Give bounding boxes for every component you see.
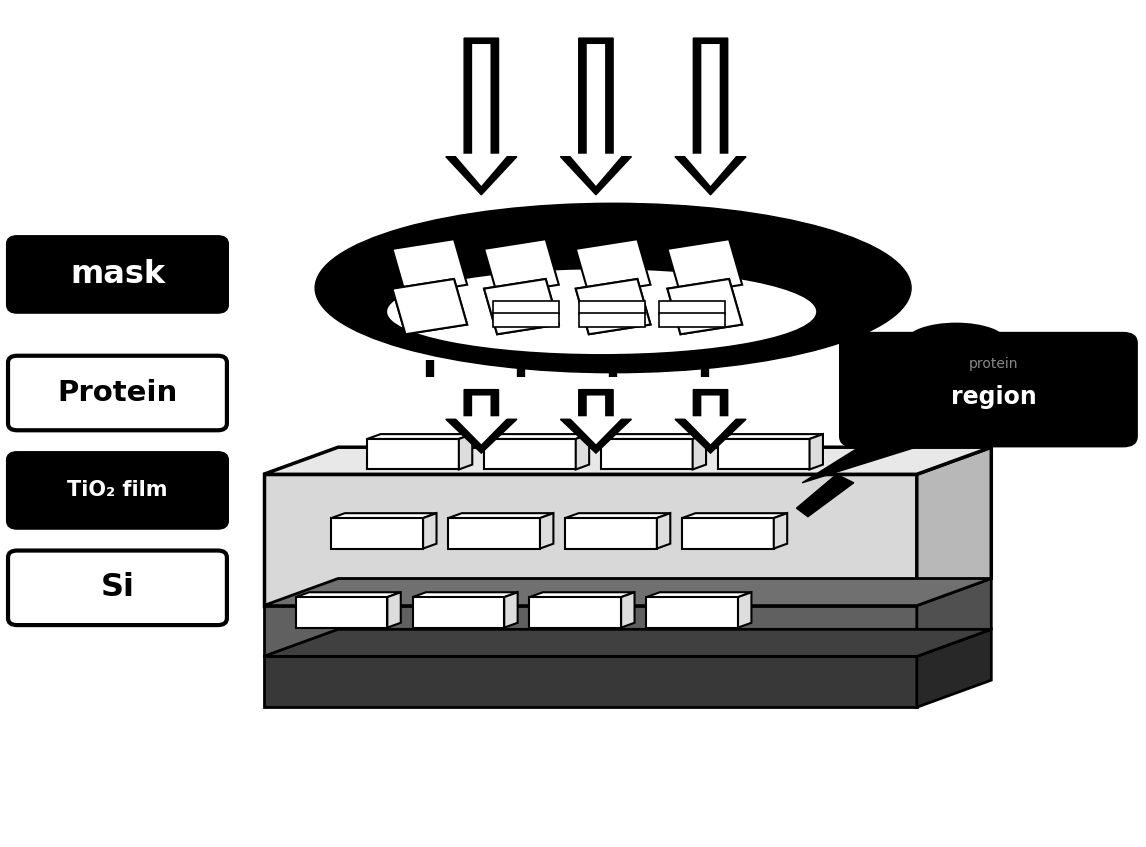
- Polygon shape: [575, 435, 589, 469]
- Polygon shape: [568, 396, 623, 444]
- Polygon shape: [675, 390, 746, 453]
- Polygon shape: [575, 239, 651, 295]
- Polygon shape: [738, 592, 752, 628]
- Text: Si: Si: [101, 573, 134, 603]
- Polygon shape: [796, 474, 854, 517]
- Polygon shape: [264, 447, 991, 474]
- FancyBboxPatch shape: [8, 237, 227, 312]
- Polygon shape: [717, 439, 809, 469]
- Polygon shape: [392, 279, 468, 335]
- Polygon shape: [367, 435, 472, 439]
- Polygon shape: [657, 513, 670, 549]
- Polygon shape: [621, 592, 635, 628]
- Polygon shape: [387, 592, 401, 628]
- Polygon shape: [413, 597, 504, 628]
- Bar: [659, 313, 725, 327]
- Polygon shape: [774, 513, 787, 549]
- Polygon shape: [682, 513, 787, 518]
- Polygon shape: [717, 435, 823, 439]
- Polygon shape: [296, 592, 401, 597]
- Bar: [493, 301, 559, 314]
- FancyBboxPatch shape: [8, 356, 227, 430]
- Text: protein: protein: [970, 357, 1019, 370]
- Polygon shape: [331, 513, 437, 518]
- Polygon shape: [331, 518, 423, 549]
- Bar: [493, 313, 559, 327]
- Polygon shape: [802, 436, 951, 483]
- Polygon shape: [504, 592, 518, 628]
- Polygon shape: [529, 597, 621, 628]
- Polygon shape: [540, 513, 554, 549]
- Polygon shape: [484, 239, 559, 295]
- Polygon shape: [484, 279, 559, 335]
- FancyBboxPatch shape: [840, 333, 1137, 446]
- Polygon shape: [264, 656, 917, 707]
- Polygon shape: [692, 435, 706, 469]
- Polygon shape: [264, 606, 917, 656]
- Bar: [579, 313, 645, 327]
- Polygon shape: [560, 390, 631, 453]
- Polygon shape: [575, 279, 651, 335]
- Polygon shape: [392, 279, 468, 335]
- Polygon shape: [264, 579, 991, 606]
- Ellipse shape: [905, 323, 1007, 362]
- Polygon shape: [458, 435, 472, 469]
- Polygon shape: [484, 279, 559, 335]
- Text: mask: mask: [70, 259, 165, 290]
- FancyBboxPatch shape: [8, 453, 227, 528]
- Ellipse shape: [387, 269, 816, 354]
- Polygon shape: [917, 629, 991, 707]
- Polygon shape: [560, 38, 631, 195]
- Bar: [579, 301, 645, 314]
- Polygon shape: [484, 435, 589, 439]
- Polygon shape: [675, 38, 746, 195]
- Text: region: region: [951, 385, 1037, 409]
- Polygon shape: [601, 435, 706, 439]
- Polygon shape: [454, 44, 509, 186]
- Polygon shape: [917, 579, 991, 656]
- Polygon shape: [646, 597, 738, 628]
- Bar: [659, 301, 725, 314]
- Polygon shape: [575, 279, 651, 335]
- Text: Protein: Protein: [57, 379, 178, 407]
- Polygon shape: [809, 435, 823, 469]
- Polygon shape: [392, 239, 468, 295]
- Polygon shape: [529, 592, 635, 597]
- Polygon shape: [413, 592, 518, 597]
- Polygon shape: [565, 513, 670, 518]
- Polygon shape: [264, 474, 917, 606]
- FancyBboxPatch shape: [8, 551, 227, 625]
- Polygon shape: [423, 513, 437, 549]
- Polygon shape: [646, 592, 752, 597]
- Polygon shape: [683, 396, 738, 444]
- Polygon shape: [667, 279, 743, 335]
- Polygon shape: [264, 629, 991, 656]
- Polygon shape: [484, 439, 575, 469]
- Polygon shape: [454, 396, 509, 444]
- Polygon shape: [667, 279, 743, 335]
- Polygon shape: [682, 518, 774, 549]
- Ellipse shape: [315, 203, 911, 373]
- Polygon shape: [667, 239, 743, 295]
- Polygon shape: [446, 390, 517, 453]
- Polygon shape: [917, 447, 991, 606]
- Polygon shape: [568, 44, 623, 186]
- Polygon shape: [448, 518, 540, 549]
- Polygon shape: [565, 518, 657, 549]
- Polygon shape: [367, 439, 458, 469]
- Polygon shape: [683, 44, 738, 186]
- Text: TiO₂ film: TiO₂ film: [68, 480, 167, 501]
- Polygon shape: [446, 38, 517, 195]
- Polygon shape: [601, 439, 692, 469]
- Polygon shape: [448, 513, 554, 518]
- Polygon shape: [296, 597, 387, 628]
